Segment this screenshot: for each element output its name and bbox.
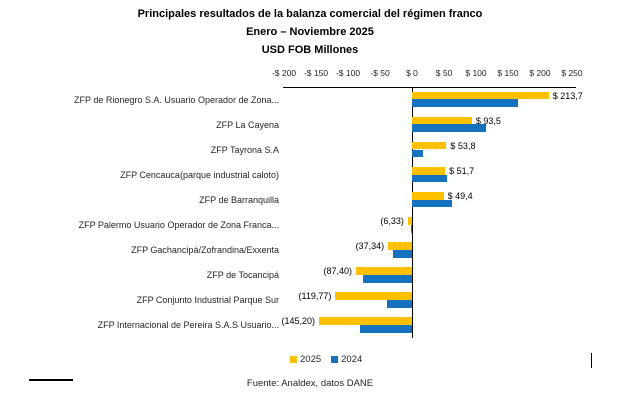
bar-2025 xyxy=(412,116,472,125)
plot-top-border xyxy=(283,87,576,88)
bar-2024 xyxy=(412,149,423,158)
bar-2024 xyxy=(412,174,448,183)
bar-2024 xyxy=(393,249,412,258)
bar-2024 xyxy=(362,275,412,283)
bar-2025 xyxy=(412,166,446,175)
bar-value-label: (37,34) xyxy=(355,241,385,252)
bar-2024 xyxy=(410,224,412,233)
bar-2024 xyxy=(412,199,453,208)
legend-item-2025: 2025 xyxy=(290,354,321,365)
category-label: ZFP Tayrona S.A xyxy=(210,144,279,155)
bar-2024 xyxy=(387,300,412,308)
bar-value-label: (87,40) xyxy=(323,266,353,277)
bar-2025 xyxy=(407,217,412,225)
x-axis-tick-label: -$ 100 xyxy=(335,68,361,78)
bar-value-label: $ 93,5 xyxy=(475,115,501,126)
bar-2024 xyxy=(412,99,519,108)
chart-title-line-3: USD FOB Millones xyxy=(261,44,359,56)
category-label: ZFP de Rionegro S.A. Usuario Operador de… xyxy=(74,94,279,105)
bar-2025 xyxy=(412,191,444,200)
x-axis-tick-label: $ 200 xyxy=(529,68,551,78)
bar-2025 xyxy=(388,242,412,250)
legend-label: 2024 xyxy=(341,354,363,365)
category-label: ZFP Internacional de Pereira S.A.S Usuar… xyxy=(97,320,279,331)
category-label: ZFP de Barranquilla xyxy=(199,194,279,205)
chart-title-line-2: Enero – Noviembre 2025 xyxy=(246,26,374,38)
x-axis-tick-label: $ 100 xyxy=(465,68,487,78)
bar-value-label: (145,20) xyxy=(281,316,316,327)
bar-value-label: $ 53,8 xyxy=(450,140,476,151)
bar-2025 xyxy=(356,267,412,275)
x-axis-tick-label: -$ 150 xyxy=(303,68,329,78)
bar-2025 xyxy=(319,317,412,326)
category-label: ZFP Conjunto Industrial Parque Sur xyxy=(136,295,279,306)
chart-title-line-1: Principales resultados de la balanza com… xyxy=(137,8,483,20)
bar-value-label: $ 213,7 xyxy=(552,90,583,101)
bar-2024 xyxy=(412,124,487,133)
right-tick-mark xyxy=(591,353,592,368)
source-note: Fuente: Analdex, datos DANE xyxy=(246,378,374,389)
bar-value-label: $ 51,7 xyxy=(449,165,475,176)
bar-2025 xyxy=(412,91,549,100)
bar-2024 xyxy=(360,325,412,333)
bar-value-label: (6,33) xyxy=(380,216,404,226)
category-label: ZFP Cencauca(parque industrial caloto) xyxy=(120,169,279,180)
category-label: ZFP Gachancipá/Zofrandina/Exxenta xyxy=(131,245,279,256)
legend-swatch-2024 xyxy=(331,356,339,363)
x-axis-tick-label: $ 250 xyxy=(561,68,583,78)
bar-value-label: $ 49,4 xyxy=(447,190,473,201)
zero-axis-line xyxy=(411,87,413,338)
x-axis-tick-label: $ 150 xyxy=(497,68,519,78)
legend-item-2024: 2024 xyxy=(331,354,362,365)
bar-value-label: (119,77) xyxy=(298,291,332,302)
bar-2025 xyxy=(412,141,447,150)
x-axis-tick-label: -$ 200 xyxy=(271,68,297,78)
category-label: ZFP de Tocancipá xyxy=(206,270,279,281)
x-axis-tick-label: $ 0 xyxy=(406,68,418,78)
x-axis-tick-label: -$ 50 xyxy=(370,68,390,78)
chart-title: Principales resultados de la balanza com… xyxy=(0,5,620,59)
legend-swatch-2025 xyxy=(290,356,297,363)
category-label: ZFP La Cayena xyxy=(216,119,279,130)
chart-legend: 2025 2024 xyxy=(290,354,362,365)
divider-line xyxy=(29,379,73,381)
legend-label: 2025 xyxy=(300,354,322,365)
bar-2025 xyxy=(335,292,412,301)
x-axis-tick-label: $ 50 xyxy=(435,68,453,78)
category-label: ZFP Palermo Usuario Operador de Zona Fra… xyxy=(78,220,279,231)
